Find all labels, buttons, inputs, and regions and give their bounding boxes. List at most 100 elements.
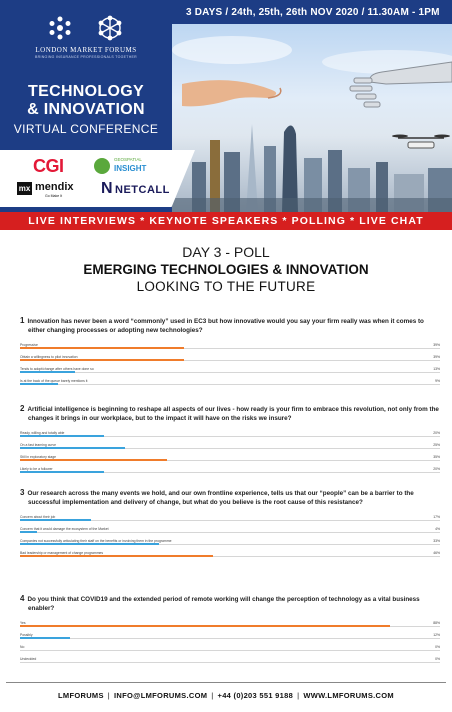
question-body: Our research across the many events we h… — [27, 490, 414, 506]
question-number: 2 — [20, 404, 25, 413]
answer-bar-fill — [20, 371, 75, 373]
answer-bar-track — [20, 532, 440, 533]
answer-row: Concern that it would damage the ecosyst… — [20, 527, 440, 537]
answer-label: Companies not successfully articulating … — [20, 539, 172, 543]
answer-label: Progressive — [20, 343, 38, 347]
answer-row: Companies not successfully articulating … — [20, 539, 440, 549]
date-bar — [172, 0, 452, 24]
answer-bar-fill — [20, 383, 58, 385]
answer-label: On a fast learning curve — [20, 443, 56, 447]
answer-bar-track — [20, 472, 440, 473]
answer-percent: 33% — [433, 539, 440, 543]
answer-bar-fill — [20, 471, 104, 473]
question-text: 2 Artificial intelligence is beginning to… — [20, 404, 440, 423]
answer-row: Tends to adopt/change after others have … — [20, 367, 440, 377]
answer-label: No — [20, 645, 25, 649]
question-text: 1 Innovation has never been a word “commo… — [20, 316, 440, 335]
answer-label: Still in exploratory stage — [20, 455, 56, 459]
footer-phone: +44 (0)203 551 9188 — [217, 691, 294, 700]
answer-label: Tends to adopt/change after others have … — [20, 367, 94, 371]
answer-row: Is at the back of the queue barely menti… — [20, 379, 440, 389]
answer-label: Obtain a willingness to pilot innovation — [20, 355, 78, 359]
footer-email[interactable]: INFO@LMFORUMS.COM — [114, 691, 208, 700]
answer-bar-track — [20, 384, 440, 385]
question-body: Artificial intelligence is beginning to … — [27, 406, 439, 422]
answer-percent: 0% — [435, 645, 440, 649]
answer-row: Progressive 39% — [20, 343, 440, 353]
answer-percent: 9% — [435, 379, 440, 383]
answer-bar-fill — [20, 447, 125, 449]
answer-row: On a fast learning curve 25% — [20, 443, 440, 453]
sub-title: LOOKING TO THE FUTURE — [136, 279, 316, 294]
answer-row: No 0% — [20, 645, 440, 655]
event-header: LONDON MARKET FORUMS BRINGING INSURANCE … — [0, 0, 452, 213]
answer-bar-fill — [20, 625, 390, 627]
answer-bar-track — [20, 638, 440, 639]
org-name: LONDON MARKET FORUMS — [35, 46, 137, 54]
answer-percent: 39% — [433, 343, 440, 347]
answer-row: Bad leadership or management of change p… — [20, 551, 440, 561]
answer-bar-fill — [20, 555, 214, 557]
question-body: Do you think that COVID19 and the extend… — [27, 596, 420, 612]
answer-percent: 25% — [433, 443, 440, 447]
answer-row: Yes 88% — [20, 621, 440, 631]
answer-bar-track — [20, 360, 440, 361]
hero-photo — [172, 22, 452, 212]
answer-label: Bad leadership or management of change p… — [20, 551, 104, 555]
footer-site: LMFORUMS — [58, 691, 104, 700]
footer-divider — [6, 682, 446, 683]
sponsor-panel: CGI GEOSPATIAL INSIGHT mx mendix Go Make… — [0, 150, 195, 207]
poll-question: 2 Artificial intelligence is beginning to… — [20, 404, 440, 479]
footer-web[interactable]: WWW.LMFORUMS.COM — [303, 691, 394, 700]
answer-label: Undecided — [20, 657, 37, 661]
answer-bar-track — [20, 556, 440, 557]
question-number: 1 — [20, 316, 25, 325]
answer-percent: 39% — [433, 355, 440, 359]
question-number: 4 — [20, 594, 25, 603]
snowflake-logo-icon — [46, 14, 74, 42]
answer-row: Possibly 12% — [20, 633, 440, 643]
answer-bar-track — [20, 436, 440, 437]
answer-percent: 46% — [433, 551, 440, 555]
event-dates: 3 DAYS / 24th, 25th, 26th NOV 2020 / 11.… — [186, 7, 440, 18]
answer-percent: 13% — [433, 367, 440, 371]
answer-list: Concern about their job 17% Concern that i… — [20, 515, 440, 561]
answer-row: Concern about their job 17% — [20, 515, 440, 525]
poll-question: 3 Our research across the many events we … — [20, 488, 440, 563]
event-title-line1: TECHNOLOGY — [28, 83, 144, 100]
answer-row: Still in exploratory stage 35% — [20, 455, 440, 465]
org-tagline: BRINGING INSURANCE PROFESSIONALS TOGETHE… — [34, 55, 138, 59]
answer-percent: 20% — [433, 467, 440, 471]
answer-bar-track — [20, 650, 440, 651]
answer-percent: 35% — [433, 455, 440, 459]
answer-label: Concern about their job — [20, 515, 56, 519]
mendix-logo: mendix — [35, 181, 74, 193]
answer-row: Likely to be a follower 20% — [20, 467, 440, 477]
answer-list: Yes 88% Possibly 12% No 0% Undecided 0% — [20, 621, 440, 667]
features-banner: LIVE INTERVIEWS * KEYNOTE SPEAKERS * POL… — [0, 212, 452, 230]
poll-question: 1 Innovation has never been a word “commo… — [20, 316, 440, 391]
geospatial-line1: GEOSPATIAL — [114, 157, 142, 162]
event-title-line2: & INNOVATION — [27, 101, 145, 118]
geospatial-line2: INSIGHT — [114, 164, 147, 173]
mendix-mark: mx — [17, 182, 32, 195]
footer: LMFORUMS | INFO@LMFORUMS.COM | +44 (0)203 55… — [58, 691, 394, 700]
main-title: EMERGING TECHNOLOGIES & INNOVATION — [83, 262, 369, 277]
day-title: DAY 3 - POLL — [182, 244, 270, 260]
answer-row: Undecided 0% — [20, 657, 440, 667]
answer-label: Likely to be a follower — [20, 467, 53, 471]
answer-bar-fill — [20, 459, 167, 461]
answer-bar-track — [20, 448, 440, 449]
question-text: 3 Our research across the many events we … — [20, 488, 440, 507]
answer-label: Yes — [20, 621, 26, 625]
question-body: Innovation has never been a word “common… — [27, 318, 424, 334]
answer-percent: 0% — [435, 657, 440, 661]
answer-percent: 4% — [435, 527, 440, 531]
event-title-line3: VIRTUAL CONFERENCE — [13, 122, 159, 136]
geospatial-logo-icon — [94, 158, 110, 174]
question-number: 3 — [20, 488, 25, 497]
answer-percent: 20% — [433, 431, 440, 435]
answer-bar-fill — [20, 519, 92, 521]
answer-bar-fill — [20, 435, 104, 437]
answer-percent: 12% — [433, 633, 440, 637]
